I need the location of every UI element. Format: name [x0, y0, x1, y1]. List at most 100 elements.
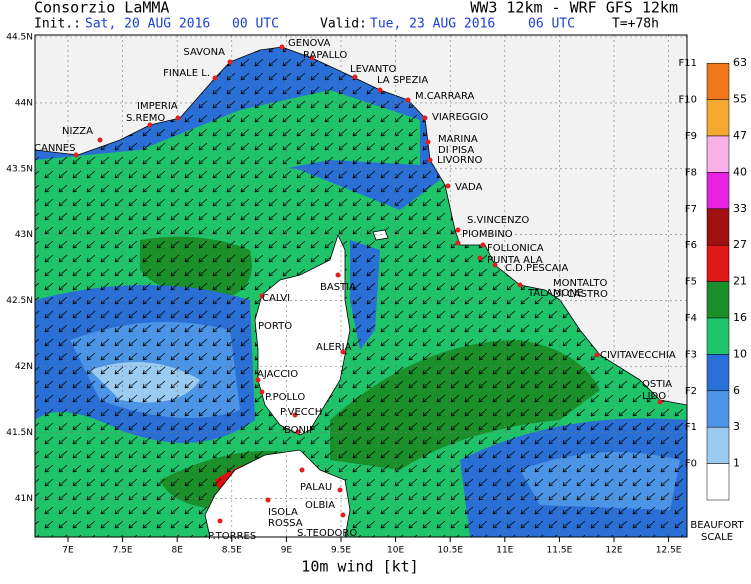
place-dot: [259, 293, 265, 299]
place-dot: [217, 518, 223, 524]
place-dot: [292, 412, 298, 418]
place-dot: [427, 157, 433, 163]
legend-value: 21: [733, 275, 747, 288]
x-tick-label: 10.5E: [437, 546, 463, 556]
y-tick-label: 42.5N: [6, 296, 33, 306]
place-label: P.TORRES: [208, 531, 256, 542]
legend-force: F2: [685, 386, 697, 397]
place-label: GENOVA: [288, 38, 330, 49]
legend-force: F11: [679, 58, 697, 69]
place-label: IMPERIA: [137, 101, 178, 112]
place-dot: [594, 352, 600, 358]
init-date: Sat, 20 AUG 2016: [85, 17, 210, 32]
place-dot: [299, 467, 305, 473]
x-tick-label: 8.5E: [222, 546, 242, 556]
place-dot: [227, 59, 233, 65]
place-label: VADA: [455, 182, 483, 193]
place-label: ISOLA: [268, 507, 298, 518]
legend-force: F0: [685, 459, 697, 470]
valid-date: Tue, 23 AUG 2016: [370, 17, 495, 32]
legend-value: 10: [733, 347, 747, 360]
place-dot: [492, 262, 498, 268]
place-dot: [340, 512, 346, 518]
place-label: CIVITAVECCHIA: [600, 350, 676, 361]
place-label: DI CASTRO: [553, 289, 608, 300]
place-dot: [377, 87, 383, 93]
x-tick-label: 8E: [171, 546, 183, 556]
place-dot: [73, 152, 79, 158]
legend-value: 6: [733, 384, 740, 397]
legend-force: F8: [685, 167, 697, 178]
legend-swatch: [706, 317, 730, 355]
x-tick-label: 9.5E: [331, 546, 351, 556]
place-dot: [147, 122, 153, 128]
x-tick-label: 7.5E: [113, 546, 133, 556]
place-label: S.TEODORO: [297, 528, 357, 539]
place-label: BONIF: [284, 425, 315, 436]
place-label: FINALE L.: [163, 68, 210, 79]
place-label: CANNES: [34, 143, 75, 154]
model: WW3 12km - WRF GFS 12km: [470, 0, 678, 17]
place-dot: [422, 115, 428, 121]
place-dot: [175, 115, 181, 121]
x-tick-label: 12.5E: [656, 546, 682, 556]
legend-value: 3: [733, 420, 740, 433]
legend-force: F5: [685, 277, 697, 288]
place-dot: [309, 55, 315, 61]
legend-title: SCALE: [701, 532, 733, 543]
place-label: P.POLLO: [265, 392, 305, 403]
legend-force: F4: [685, 313, 697, 324]
y-tick-label: 42N: [15, 362, 33, 372]
legend-swatch: [706, 135, 730, 173]
legend-swatch: [706, 281, 730, 319]
x-tick-label: 11E: [496, 546, 513, 556]
place-dot: [445, 183, 451, 189]
place-label: LIDO: [642, 391, 666, 402]
place-label: SAVONA: [183, 47, 225, 58]
legend-value: 55: [733, 93, 747, 106]
place-label: AJACCIO: [257, 369, 298, 380]
place-dot: [97, 137, 103, 143]
place-label: CALVI: [262, 293, 290, 304]
place-dot: [255, 377, 261, 383]
place-dot: [425, 139, 431, 145]
legend-swatch: [706, 62, 730, 100]
place-dot: [657, 399, 663, 405]
legend-force: F9: [685, 131, 697, 142]
legend-swatch: [706, 463, 730, 501]
legend-value: 63: [733, 56, 747, 69]
place-label: NIZZA: [62, 126, 93, 137]
place-label: S.VINCENZO: [467, 215, 529, 226]
legend-value: 1: [733, 457, 740, 470]
place-label: RAPALLO: [303, 50, 347, 61]
place-label: ROSSA: [268, 518, 303, 529]
place-dot: [295, 429, 301, 435]
place-dot: [480, 242, 486, 248]
x-tick-label: 7E: [62, 546, 74, 556]
legend-swatch: [706, 208, 730, 246]
place-label: OLBIA: [305, 500, 335, 511]
place-dot: [340, 349, 346, 355]
legend-force: F1: [685, 422, 697, 433]
map-field: [35, 35, 687, 537]
place-label: S.REMO: [126, 113, 165, 124]
place-label: PALAU: [300, 482, 332, 493]
place-label: TALAMONE: [527, 288, 583, 299]
place-label: LIVORNO: [437, 155, 482, 166]
place-dot: [212, 75, 218, 81]
place-label: LA SPEZIA: [377, 75, 428, 86]
x-tick-label: 12E: [605, 546, 622, 556]
x-tick-label: 9E: [281, 546, 293, 556]
place-label: BASTIA: [320, 282, 356, 293]
place-dot: [265, 497, 271, 503]
legend-force: F7: [685, 204, 697, 215]
place-dot: [335, 272, 341, 278]
valid-label: Valid:: [320, 17, 367, 32]
init-label: Init.:: [34, 17, 81, 32]
legend-value: 16: [733, 311, 747, 324]
legend-force: F6: [685, 240, 697, 251]
map-frame: [34, 34, 688, 538]
lead-time: T=+78h: [612, 17, 659, 32]
place-label: VIAREGGIO: [432, 112, 488, 123]
